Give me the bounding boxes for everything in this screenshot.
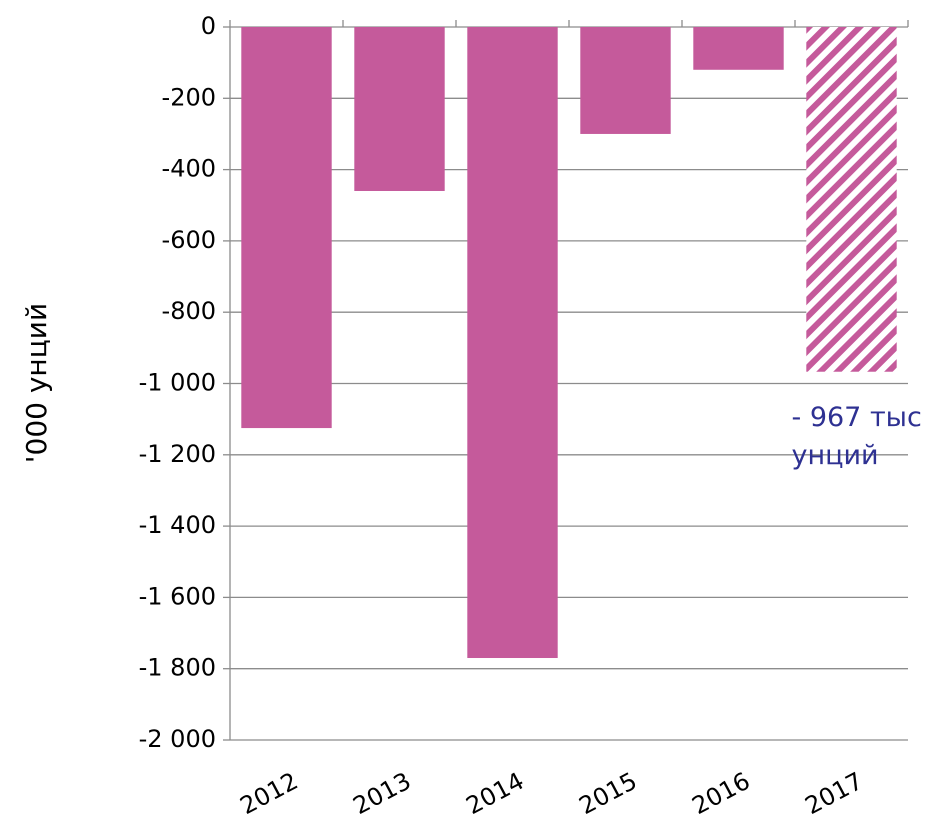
bar — [467, 27, 558, 659]
annotation: унций — [792, 440, 879, 471]
y-tick-label: -1 600 — [139, 582, 216, 610]
annotation: - 967 тыс — [792, 402, 922, 433]
bar — [806, 27, 897, 372]
y-tick-label: -400 — [162, 155, 216, 183]
bar — [580, 27, 671, 134]
x-tick-label: 2012 — [236, 767, 303, 820]
x-tick-label: 2013 — [349, 767, 416, 820]
x-tick-label: 2016 — [688, 767, 755, 820]
x-tick-label: 2017 — [801, 767, 868, 820]
x-tick-label: 2015 — [575, 767, 642, 820]
y-tick-label: -1 400 — [139, 511, 216, 539]
y-tick-label: -1 200 — [139, 440, 216, 468]
bar — [354, 27, 445, 191]
y-tick-label: -200 — [162, 83, 216, 111]
x-tick-label: 2014 — [462, 767, 529, 820]
bar — [693, 27, 784, 70]
y-tick-label: -1 800 — [139, 654, 216, 682]
y-tick-label: -800 — [162, 297, 216, 325]
y-tick-label: -1 000 — [139, 369, 216, 397]
y-tick-label: 0 — [201, 12, 216, 40]
y-tick-label: -2 000 — [139, 725, 216, 753]
y-tick-label: -600 — [162, 226, 216, 254]
bar — [241, 27, 332, 429]
y-axis-label: '000 унций — [20, 303, 53, 463]
